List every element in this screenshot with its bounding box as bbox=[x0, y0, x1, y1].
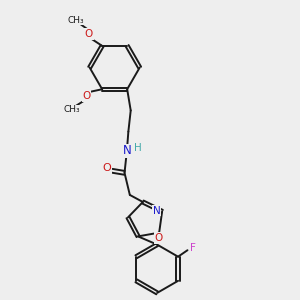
Text: O: O bbox=[82, 91, 91, 101]
Text: O: O bbox=[103, 163, 111, 173]
Text: F: F bbox=[190, 243, 196, 253]
Text: CH₃: CH₃ bbox=[68, 16, 85, 25]
Text: O: O bbox=[154, 233, 162, 243]
Text: O: O bbox=[85, 29, 93, 39]
Text: H: H bbox=[134, 143, 142, 153]
Text: CH₃: CH₃ bbox=[64, 105, 80, 114]
Text: N: N bbox=[153, 206, 161, 216]
Text: N: N bbox=[122, 144, 131, 157]
